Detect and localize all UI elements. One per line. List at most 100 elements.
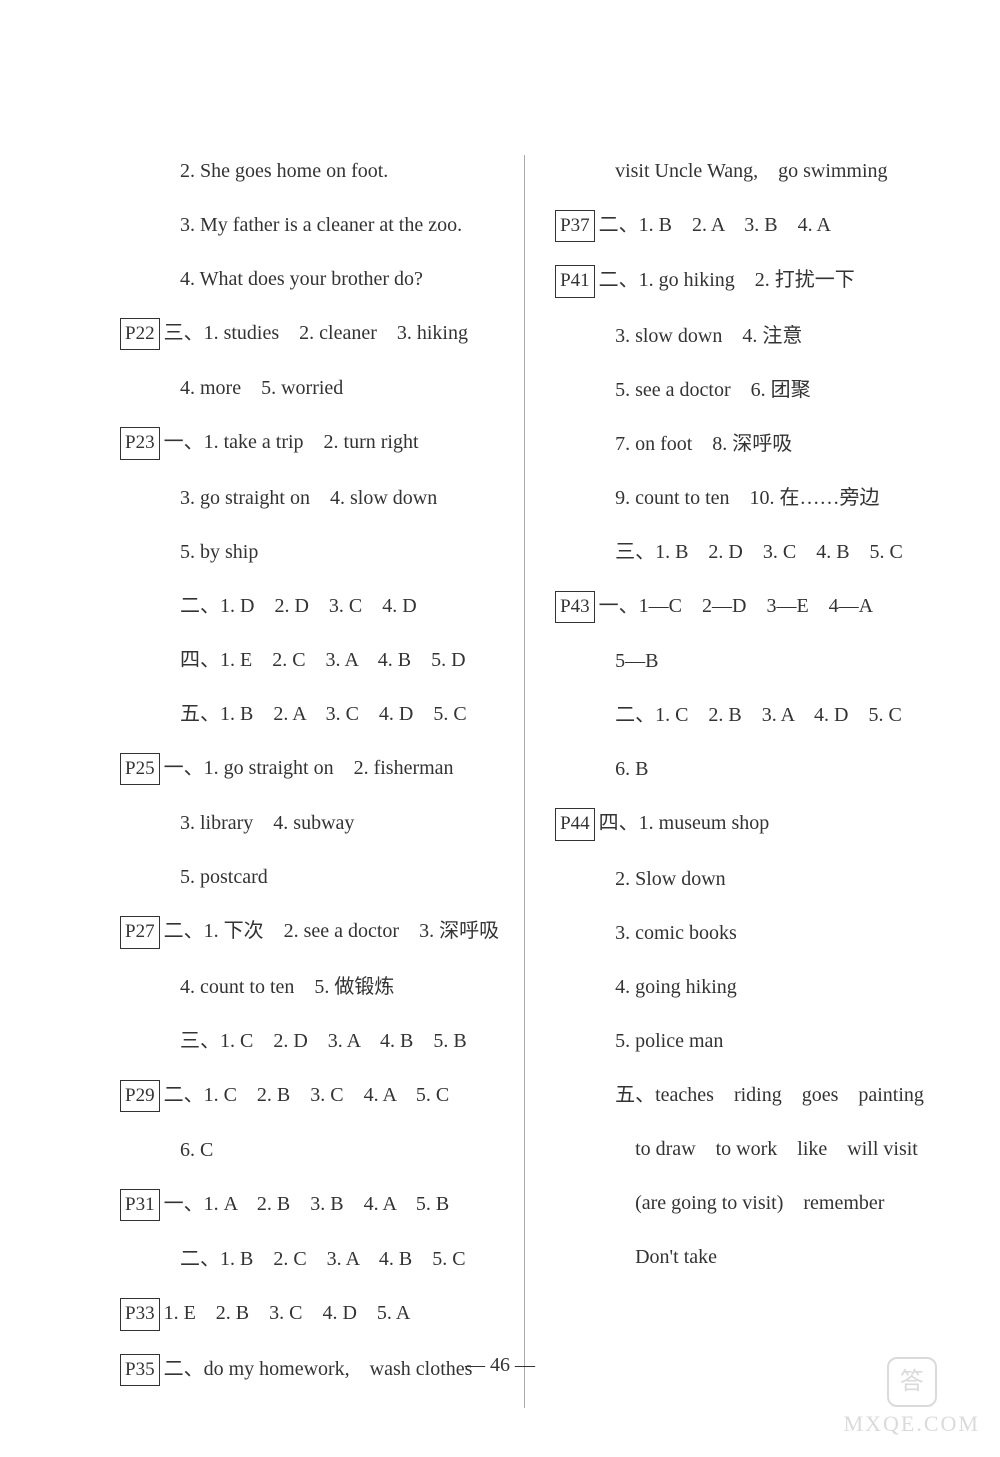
answer-text: 5. see a doctor 6. 团聚	[615, 379, 811, 401]
right-column: visit Uncle Wang, go swimming P37二、1. B 2…	[525, 155, 950, 1408]
page-reference-box: P25	[120, 753, 160, 785]
answer-text: 1. E 2. B 3. C 4. D 5. A	[164, 1302, 411, 1324]
answer-text: 3. slow down 4. 注意	[615, 325, 802, 347]
answer-text: 二、1. 下次 2. see a doctor 3. 深呼吸	[164, 920, 500, 942]
answer-text: 四、1. E 2. C 3. A 4. B 5. D	[180, 649, 466, 671]
answer-line: (are going to visit) remember	[555, 1187, 930, 1219]
answer-text: 三、1. B 2. D 3. C 4. B 5. C	[615, 541, 903, 563]
answer-line: 三、1. B 2. D 3. C 4. B 5. C	[555, 536, 930, 568]
answer-line: P41二、1. go hiking 2. 打扰一下	[555, 264, 930, 297]
answer-line: 2. She goes home on foot.	[120, 155, 499, 187]
watermark: 答 MXQE.COM	[844, 1357, 980, 1437]
answer-line: 9. count to ten 10. 在……旁边	[555, 482, 930, 514]
answer-text: 二、1. B 2. C 3. A 4. B 5. C	[180, 1248, 466, 1270]
answer-line: 4. count to ten 5. 做锻炼	[120, 971, 499, 1003]
answer-text: 6. B	[615, 758, 648, 780]
page-reference-box: P29	[120, 1080, 160, 1112]
watermark-logo-icon: 答	[887, 1357, 937, 1407]
answer-text: 三、1. studies 2. cleaner 3. hiking	[164, 322, 468, 344]
answer-line: P31一、1. A 2. B 3. B 4. A 5. B	[120, 1188, 499, 1221]
answer-text: 3. My father is a cleaner at the zoo.	[180, 214, 462, 236]
answer-line: 五、1. B 2. A 3. C 4. D 5. C	[120, 698, 499, 730]
answer-line: 四、1. E 2. C 3. A 4. B 5. D	[120, 644, 499, 676]
answer-line: to draw to work like will visit	[555, 1133, 930, 1165]
page-reference-box: P44	[555, 808, 595, 840]
answer-line: 二、1. C 2. B 3. A 4. D 5. C	[555, 699, 930, 731]
answer-line: 5—B	[555, 645, 930, 677]
answer-line: 3. My father is a cleaner at the zoo.	[120, 209, 499, 241]
answer-line: 4. going hiking	[555, 971, 930, 1003]
answer-text: 五、1. B 2. A 3. C 4. D 5. C	[180, 703, 467, 725]
answer-line: 5. by ship	[120, 536, 499, 568]
answer-text: 4. going hiking	[615, 976, 737, 998]
answer-line: P27二、1. 下次 2. see a doctor 3. 深呼吸	[120, 915, 499, 948]
answer-text: (are going to visit) remember	[635, 1192, 884, 1214]
answer-text: 5. postcard	[180, 866, 268, 888]
answer-line: P23一、1. take a trip 2. turn right	[120, 426, 499, 459]
answer-text: 二、1. C 2. B 3. A 4. D 5. C	[615, 704, 902, 726]
answer-line: 6. B	[555, 753, 930, 785]
answer-line: 五、teaches riding goes painting	[555, 1079, 930, 1111]
answer-line: 4. What does your brother do?	[120, 263, 499, 295]
answer-line: 三、1. C 2. D 3. A 4. B 5. B	[120, 1025, 499, 1057]
answer-text: 二、1. go hiking 2. 打扰一下	[599, 269, 855, 291]
answer-text: 2. She goes home on foot.	[180, 160, 388, 182]
answer-text: 4. What does your brother do?	[180, 268, 423, 290]
answer-text: 3. comic books	[615, 922, 737, 944]
content-container: 2. She goes home on foot. 3. My father is…	[120, 155, 950, 1408]
answer-text: 一、1. take a trip 2. turn right	[164, 431, 419, 453]
answer-line: 4. more 5. worried	[120, 372, 499, 404]
answer-text: 3. go straight on 4. slow down	[180, 487, 437, 509]
answer-line: 5. postcard	[120, 861, 499, 893]
page-reference-box: P22	[120, 318, 160, 350]
answer-text: 2. Slow down	[615, 868, 726, 890]
answer-text: 四、1. museum shop	[599, 812, 770, 834]
answer-text: visit Uncle Wang, go swimming	[615, 160, 887, 182]
answer-text: 4. more 5. worried	[180, 377, 343, 399]
answer-line: 3. library 4. subway	[120, 807, 499, 839]
answer-line: 6. C	[120, 1134, 499, 1166]
answer-line: 3. comic books	[555, 917, 930, 949]
page-reference-box: P27	[120, 916, 160, 948]
answer-text: 一、1. go straight on 2. fisherman	[164, 757, 454, 779]
page-reference-box: P41	[555, 265, 595, 297]
answer-text: 三、1. C 2. D 3. A 4. B 5. B	[180, 1030, 467, 1052]
answer-line: P44四、1. museum shop	[555, 807, 930, 840]
answer-line: 二、1. B 2. C 3. A 4. B 5. C	[120, 1243, 499, 1275]
answer-line: P37二、1. B 2. A 3. B 4. A	[555, 209, 930, 242]
answer-text: 二、1. C 2. B 3. C 4. A 5. C	[164, 1084, 450, 1106]
answer-line: 7. on foot 8. 深呼吸	[555, 428, 930, 460]
page-reference-box: P33	[120, 1298, 160, 1330]
answer-line: 2. Slow down	[555, 863, 930, 895]
answer-text: 5—B	[615, 650, 658, 672]
answer-text: 4. count to ten 5. 做锻炼	[180, 976, 394, 998]
page-reference-box: P37	[555, 210, 595, 242]
answer-text: 一、1—C 2—D 3—E 4—A	[599, 595, 873, 617]
answer-line: 5. see a doctor 6. 团聚	[555, 374, 930, 406]
answer-text: 二、1. B 2. A 3. B 4. A	[599, 214, 831, 236]
page-reference-box: P43	[555, 591, 595, 623]
answer-text: 6. C	[180, 1139, 213, 1161]
answer-text: 9. count to ten 10. 在……旁边	[615, 487, 879, 509]
answer-line: P331. E 2. B 3. C 4. D 5. A	[120, 1297, 499, 1330]
answer-text: 5. police man	[615, 1030, 723, 1052]
page-reference-box: P31	[120, 1189, 160, 1221]
answer-line: P43一、1—C 2—D 3—E 4—A	[555, 590, 930, 623]
answer-text: 五、teaches riding goes painting	[615, 1084, 924, 1106]
answer-line: Don't take	[555, 1241, 930, 1273]
answer-line: 二、1. D 2. D 3. C 4. D	[120, 590, 499, 622]
answer-text: 二、1. D 2. D 3. C 4. D	[180, 595, 417, 617]
answer-text: 一、1. A 2. B 3. B 4. A 5. B	[164, 1193, 450, 1215]
answer-text: 7. on foot 8. 深呼吸	[615, 433, 792, 455]
watermark-site-text: MXQE.COM	[844, 1411, 980, 1437]
page-reference-box: P23	[120, 427, 160, 459]
answer-line: P25一、1. go straight on 2. fisherman	[120, 752, 499, 785]
answer-text: 5. by ship	[180, 541, 258, 563]
answer-text: Don't take	[635, 1246, 717, 1268]
answer-line: visit Uncle Wang, go swimming	[555, 155, 930, 187]
answer-line: 5. police man	[555, 1025, 930, 1057]
answer-line: P22三、1. studies 2. cleaner 3. hiking	[120, 317, 499, 350]
answer-text: to draw to work like will visit	[635, 1138, 918, 1160]
answer-line: 3. slow down 4. 注意	[555, 320, 930, 352]
answer-text: 3. library 4. subway	[180, 812, 354, 834]
